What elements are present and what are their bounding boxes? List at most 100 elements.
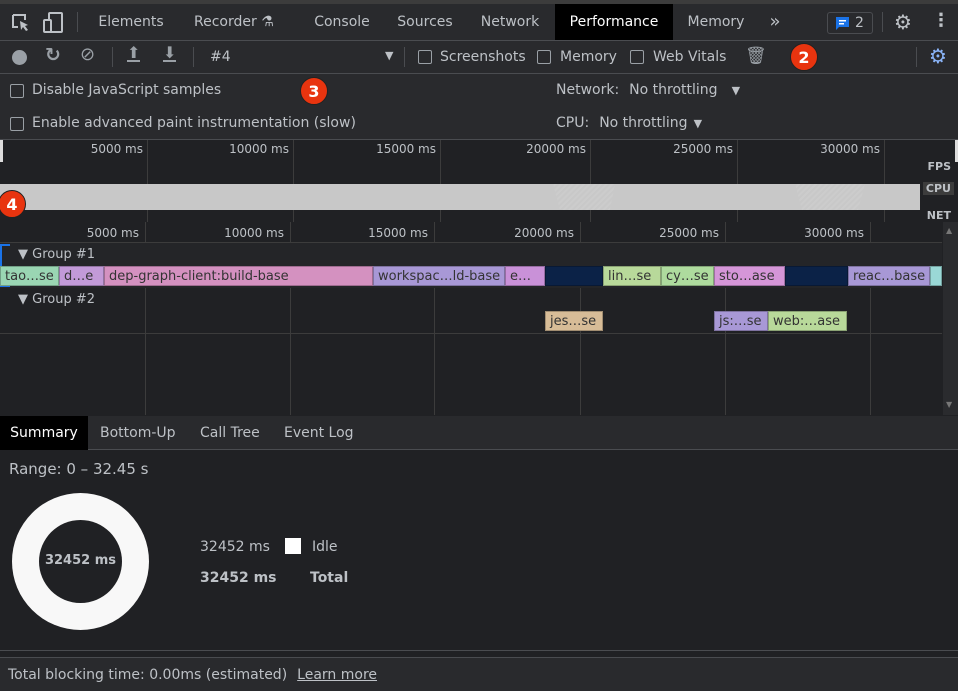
summary-panel: Range: 0 – 32.45 s 32452 ms 32452 ms Idl… <box>0 450 958 657</box>
overview-left-handle[interactable] <box>0 140 3 162</box>
expand-triangle-icon: ▼ <box>18 247 33 262</box>
timeline-tick: 30000 ms <box>804 226 864 240</box>
overview-tick: 15000 ms <box>376 142 436 156</box>
tab-network[interactable]: Network <box>480 14 540 30</box>
flame-chart[interactable]: 5000 ms 10000 ms 15000 ms 20000 ms 25000… <box>0 222 958 415</box>
overview-tick: 20000 ms <box>526 142 586 156</box>
flame-bar[interactable]: d…e <box>59 266 104 286</box>
more-options-icon[interactable]: ⋮ <box>932 10 950 31</box>
reload-record-icon[interactable]: ↻ <box>45 44 61 66</box>
experiment-flask-icon: ⚗ <box>261 14 274 30</box>
group-selection-marker <box>0 244 10 287</box>
capture-settings-panel: Disable JavaScript samples Enable advanc… <box>0 74 958 140</box>
inspect-element-icon[interactable] <box>10 12 30 32</box>
disable-js-samples-label: Disable JavaScript samples <box>32 82 222 98</box>
tab-call-tree[interactable]: Call Tree <box>200 425 260 441</box>
idle-value: 32452 ms <box>200 539 270 555</box>
web-vitals-checkbox[interactable] <box>630 50 644 64</box>
issues-button[interactable]: 2 <box>827 12 873 34</box>
issues-message-icon <box>836 17 849 30</box>
device-toolbar-icon[interactable] <box>43 12 63 34</box>
chevron-down-icon: ▼ <box>731 83 741 97</box>
flame-bar[interactable]: sto…ase <box>714 266 785 286</box>
total-blocking-time: Total blocking time: 0.00ms (estimated) <box>8 666 288 683</box>
cpu-throttling-value: No throttling <box>599 115 688 131</box>
cpu-throttling-label: CPU: <box>556 115 590 131</box>
flame-bar[interactable]: web:…ase <box>768 311 847 331</box>
capture-settings-gear-icon[interactable]: ⚙ <box>929 44 947 68</box>
net-lane-label: NET <box>926 209 951 222</box>
chevron-down-icon: ▼ <box>385 49 394 62</box>
tab-performance[interactable]: Performance <box>555 4 673 40</box>
profile-select[interactable]: #4 ▼ <box>200 41 400 73</box>
trash-icon[interactable]: 🗑 <box>745 46 767 66</box>
settings-gear-icon[interactable]: ⚙ <box>894 10 912 34</box>
tab-recorder[interactable]: Recorder ⚗ <box>182 4 292 40</box>
total-label: Total <box>310 570 349 586</box>
total-value: 32452 ms <box>200 570 277 586</box>
flame-bar[interactable]: dep-graph-client:build-base <box>104 266 373 286</box>
tab-elements[interactable]: Elements <box>98 14 164 30</box>
flame-bar[interactable]: cy…se <box>661 266 714 286</box>
annotation-badge-4: 4 <box>0 190 26 218</box>
timeline-scrollbar[interactable]: ▲ ▼ <box>943 222 958 415</box>
scroll-down-icon[interactable]: ▼ <box>946 400 953 409</box>
load-profile-icon[interactable]: ⬆ <box>127 43 141 62</box>
expand-triangle-icon: ▼ <box>18 292 33 307</box>
timeline-overview[interactable]: 5000 ms 10000 ms 15000 ms 20000 ms 25000… <box>0 140 958 222</box>
flame-bar[interactable] <box>785 266 848 286</box>
details-tab-bar: Summary Bottom-Up Call Tree Event Log <box>0 416 958 450</box>
flame-bar[interactable]: workspac…ld-base <box>373 266 505 286</box>
save-profile-icon[interactable]: ⬇ <box>163 43 177 62</box>
screenshots-checkbox[interactable] <box>418 50 432 64</box>
network-throttling-select[interactable]: No throttling ▼ <box>629 82 740 98</box>
tab-console[interactable]: Console <box>314 14 370 30</box>
flame-bar[interactable]: lin…se <box>603 266 661 286</box>
group-2-header[interactable]: ▼ Group #2 <box>18 292 95 307</box>
tab-summary[interactable]: Summary <box>0 416 88 450</box>
tab-memory[interactable]: Memory <box>687 14 745 30</box>
advanced-paint-checkbox[interactable] <box>10 117 24 131</box>
screenshots-label: Screenshots <box>440 49 526 65</box>
timeline-tick: 15000 ms <box>368 226 428 240</box>
overview-tick: 30000 ms <box>820 142 880 156</box>
timeline-tick: 20000 ms <box>514 226 574 240</box>
timeline-tick: 25000 ms <box>659 226 719 240</box>
overview-tick: 25000 ms <box>673 142 733 156</box>
disable-js-samples-checkbox[interactable] <box>10 84 24 98</box>
cpu-lane-label: CPU <box>922 182 954 195</box>
flame-bar[interactable] <box>545 266 603 286</box>
record-button[interactable] <box>12 50 27 65</box>
memory-checkbox[interactable] <box>537 50 551 64</box>
tab-recorder-label: Recorder <box>194 14 257 30</box>
status-footer: Total blocking time: 0.00ms (estimated) … <box>0 657 958 691</box>
memory-label: Memory <box>560 49 617 65</box>
flame-bar[interactable]: js:…se <box>714 311 768 331</box>
group-1-header[interactable]: ▼ Group #1 <box>18 247 95 262</box>
flame-bar[interactable] <box>930 266 942 286</box>
timeline-tick: 10000 ms <box>224 226 284 240</box>
group-1-label: Group #1 <box>32 247 96 262</box>
overview-tick: 5000 ms <box>90 142 143 156</box>
donut-total-label: 32452 ms <box>44 553 117 568</box>
cpu-throttling-select[interactable]: No throttling ▼ <box>599 115 702 131</box>
profile-select-value: #4 <box>210 49 231 65</box>
tab-sources[interactable]: Sources <box>397 14 453 30</box>
idle-label: Idle <box>312 539 338 555</box>
flame-bar[interactable]: jes…se <box>545 311 603 331</box>
overview-right-handle[interactable] <box>955 140 958 162</box>
flame-bar[interactable]: e… <box>505 266 545 286</box>
flame-bar[interactable]: reac…base <box>848 266 930 286</box>
clear-icon[interactable]: ⊘ <box>80 44 96 65</box>
flame-bar[interactable]: tao…se <box>0 266 59 286</box>
annotation-badge-3: 3 <box>300 77 328 105</box>
fps-lane-label: FPS <box>927 160 952 173</box>
tab-event-log[interactable]: Event Log <box>284 425 354 441</box>
chevron-down-icon: ▼ <box>693 116 703 130</box>
overview-tick: 10000 ms <box>229 142 289 156</box>
tab-bottom-up[interactable]: Bottom-Up <box>100 425 176 441</box>
scroll-up-icon[interactable]: ▲ <box>946 226 953 235</box>
learn-more-link[interactable]: Learn more <box>297 666 378 683</box>
more-tabs-button[interactable]: » <box>769 11 781 32</box>
idle-color-swatch <box>285 538 301 554</box>
